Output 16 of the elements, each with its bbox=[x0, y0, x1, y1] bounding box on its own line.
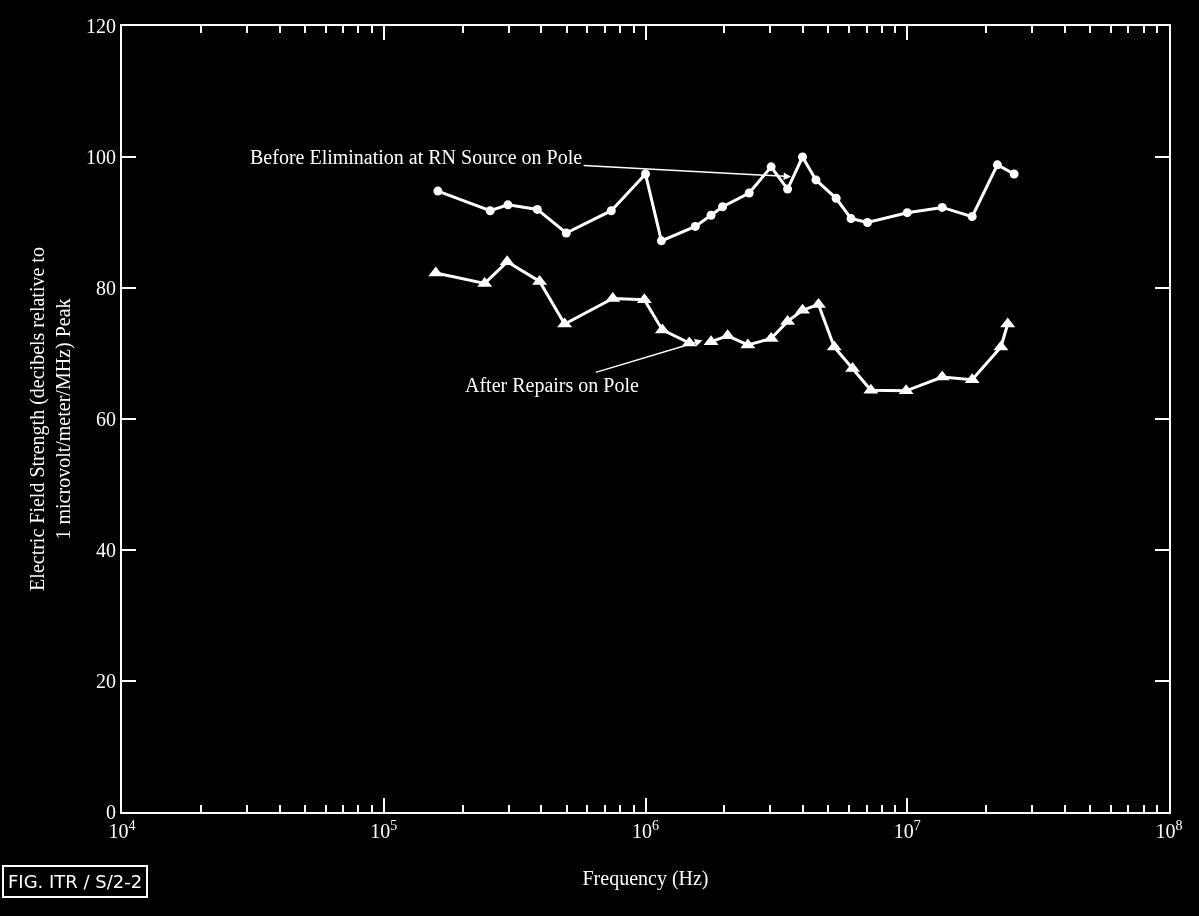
y-tick-label: 40 bbox=[96, 539, 116, 561]
y-tick-label: 120 bbox=[86, 15, 116, 37]
y-tick-label: 20 bbox=[96, 670, 116, 692]
text: FIG. ITR / S/2-2 bbox=[8, 871, 143, 892]
x-tick-label: 10$^{7}$ bbox=[893, 817, 921, 842]
y-axis-title: Electric Field Strength (decibels relative to 1 microvolt/meter/MHz) Peak bbox=[26, 247, 75, 591]
y-tick-label: 60 bbox=[96, 408, 116, 430]
y-tick-label: 100 bbox=[86, 146, 116, 168]
annotation: After Repairs on Pole bbox=[465, 374, 639, 397]
y-tick-label: 80 bbox=[96, 277, 116, 299]
x-tick-label: 10$^{6}$ bbox=[632, 817, 659, 842]
x-axis-title: Frequency (Hz) bbox=[582, 867, 709, 890]
annotation: Before Elimination at RN Source on Pole bbox=[250, 146, 583, 168]
x-tick-label: 10$^{8}$ bbox=[1155, 817, 1183, 842]
x-tick-label: 10$^{5}$ bbox=[370, 817, 398, 842]
y-tick-label: 0 bbox=[106, 801, 116, 823]
